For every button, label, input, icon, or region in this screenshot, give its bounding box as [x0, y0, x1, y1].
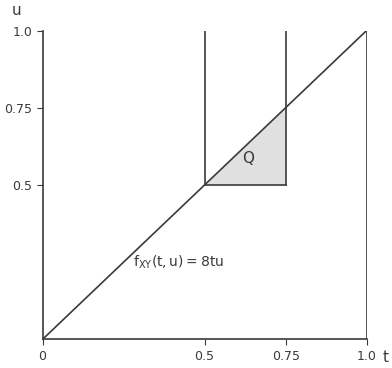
Text: u: u: [12, 3, 22, 18]
Polygon shape: [205, 108, 286, 185]
Text: Q: Q: [242, 151, 254, 166]
Text: $\mathregular{f_{XY}(t,u) = 8tu}$: $\mathregular{f_{XY}(t,u) = 8tu}$: [133, 254, 224, 271]
Text: t: t: [383, 350, 389, 365]
